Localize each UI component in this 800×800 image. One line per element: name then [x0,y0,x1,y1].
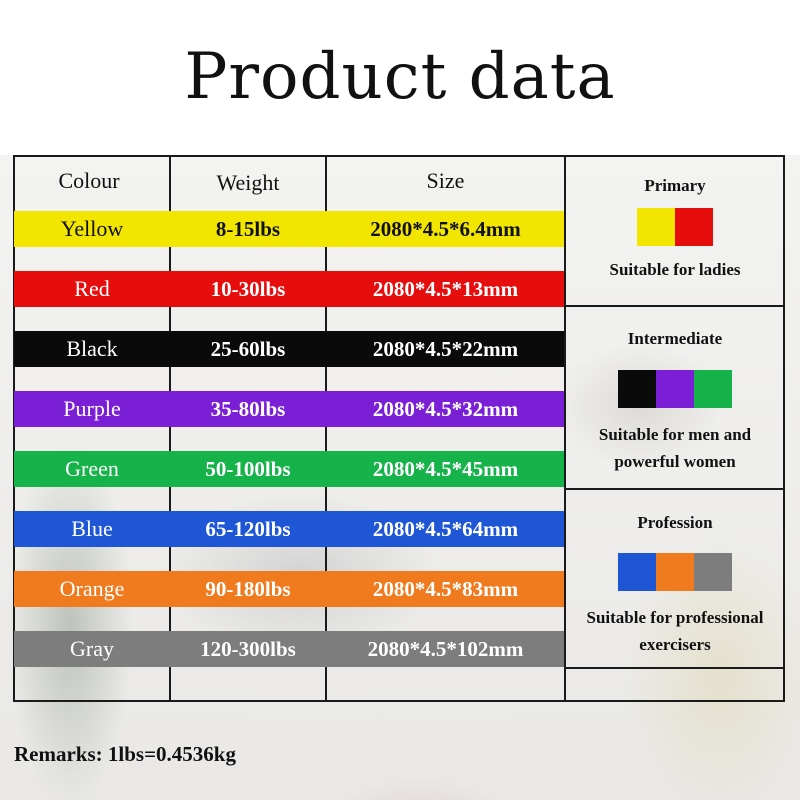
table-row-band [14,331,564,367]
size-cell: 2080*4.5*64mm [372,517,519,541]
weight-cell: 65-120lbs [205,517,291,541]
weight-cell: 10-30lbs [210,277,286,301]
color-swatch [618,370,656,408]
table-divider-groups [564,155,566,702]
header-colour: Colour [58,168,120,193]
colour-cell: Green [65,456,119,481]
table-row-band [14,631,564,667]
header-size: Size [426,168,465,193]
weight-cell: 25-60lbs [210,337,286,361]
table-border-bottom [13,700,785,702]
table-row-band [14,271,564,307]
group-description-line: Suitable for professional [586,608,764,627]
group-divider-1 [564,305,785,307]
colour-cell: Black [66,336,118,361]
weight-cell: 120-300lbs [200,637,296,661]
group-title: Primary [644,176,706,195]
table-border-top [13,155,785,157]
table-row-band [14,391,564,427]
table-border-right [783,155,785,702]
group-title: Profession [637,513,713,532]
color-swatch [618,553,656,591]
color-swatch [694,370,732,408]
color-swatch [656,553,694,591]
group-description-line: powerful women [614,452,736,471]
group-divider-2 [564,488,785,490]
group-title: Intermediate [627,329,723,348]
size-cell: 2080*4.5*6.4mm [370,217,521,241]
color-swatch [675,208,713,246]
size-cell: 2080*4.5*22mm [372,337,519,361]
color-swatch [637,208,675,246]
weight-cell: 8-15lbs [215,217,281,241]
colour-cell: Orange [59,576,125,601]
table-row-band [14,571,564,607]
colour-cell: Blue [71,516,113,541]
page-title: Product data [184,40,616,114]
colour-cell: Gray [70,636,114,661]
weight-cell: 90-180lbs [205,577,291,601]
colour-cell: Red [74,276,110,301]
colour-cell: Yellow [60,216,124,241]
remarks-note: Remarks: 1lbs=0.4536kg [14,742,236,766]
size-cell: 2080*4.5*83mm [372,577,519,601]
table-row-band [14,511,564,547]
size-cell: 2080*4.5*45mm [372,457,519,481]
colour-cell: Purple [63,396,121,421]
table-border-left [13,155,15,702]
group-description-line: exercisers [639,635,711,654]
size-cell: 2080*4.5*32mm [372,397,519,421]
table-row-band [14,451,564,487]
size-cell: 2080*4.5*102mm [367,637,524,661]
table-row-band [14,211,564,247]
color-swatch [656,370,694,408]
weight-cell: 35-80lbs [210,397,286,421]
table-divider-size [325,155,327,702]
weight-cell: 50-100lbs [205,457,291,481]
color-swatch [694,553,732,591]
header-weight: Weight [216,170,280,195]
size-cell: 2080*4.5*13mm [372,277,519,301]
table-divider-weight [169,155,171,702]
group-description-line: Suitable for men and [598,425,752,444]
group-divider-3 [564,667,785,669]
group-description-line: Suitable for ladies [609,260,741,279]
